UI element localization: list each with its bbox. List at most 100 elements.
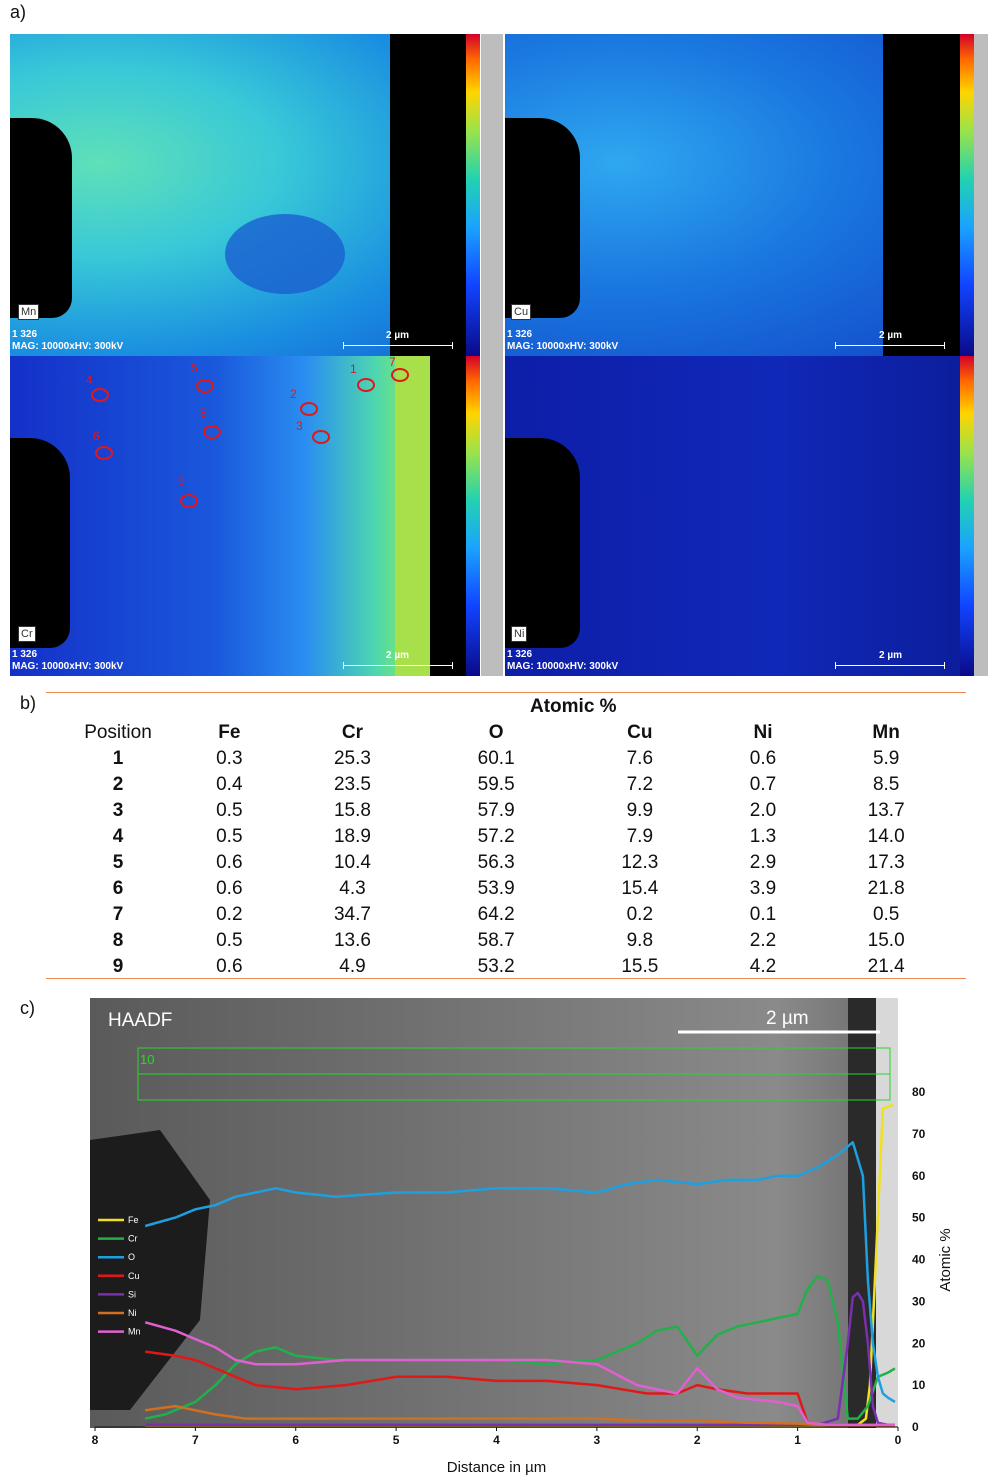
y-tick-label: 10 (912, 1378, 926, 1392)
color-scale-bar (466, 356, 480, 676)
x-axis-label: Distance in µm (447, 1459, 547, 1475)
x-tick-label: 6 (292, 1433, 299, 1447)
x-tick-label: 8 (92, 1433, 99, 1447)
value-cell: 0.5 (216, 800, 243, 821)
value-cell: 0.6 (216, 852, 243, 873)
series-line-cr (144, 1275, 896, 1420)
position-label: 1 (350, 362, 357, 376)
value-cell: 7.6 (626, 748, 654, 769)
y-tick-label: 60 (912, 1169, 926, 1183)
haadf-scale-label: 2 µm (766, 1008, 809, 1029)
value-cell: 2.2 (749, 930, 777, 951)
map-info: 1 326 MAG: 10000xHV: 300kV (507, 649, 619, 672)
value-cell: 0.5 (216, 826, 243, 847)
map-element-tag: Cr (18, 626, 36, 642)
position-marker (91, 388, 109, 402)
table-bottom-rule (46, 978, 966, 979)
table-row: 6 0.6 4.3 53.9 15.4 3.9 21.8 (58, 876, 958, 902)
legend-label: Fe (128, 1215, 139, 1225)
x-tick-label: 1 (794, 1433, 801, 1447)
value-cell: 2.9 (749, 852, 777, 873)
color-scale-labels (974, 356, 988, 676)
value-cell: 13.7 (867, 800, 905, 821)
value-cell: 25.3 (333, 748, 371, 769)
value-cell: 7.9 (626, 826, 654, 847)
y-tick-label: 80 (912, 1085, 926, 1099)
eds-map-cr: Cr 1 326 MAG: 10000xHV: 300kV 2 µm 1 2 3 … (10, 356, 466, 676)
position-cell: 5 (112, 852, 124, 873)
value-cell: 4.2 (749, 956, 777, 977)
value-cell: 0.6 (216, 878, 243, 899)
value-cell: 0.7 (749, 774, 777, 795)
value-cell: 2.0 (749, 800, 777, 821)
y-tick-label: 70 (912, 1127, 926, 1141)
surface-layer (848, 998, 878, 1428)
table-row: 4 0.5 18.9 57.2 7.9 1.3 14.0 (58, 824, 958, 850)
color-scale-labels (481, 34, 503, 356)
map-element-tag: Cu (511, 304, 532, 320)
position-cell: 1 (112, 748, 124, 769)
value-cell: 34.7 (333, 904, 371, 925)
value-cell: 0.6 (216, 956, 243, 977)
value-cell: 60.1 (477, 748, 515, 769)
legend-label: Ni (128, 1308, 137, 1318)
x-tick-label: 2 (694, 1433, 701, 1447)
map-element-tag: Ni (511, 626, 528, 642)
scale-bar-label: 2 µm (879, 650, 902, 661)
value-cell: 56.3 (477, 852, 515, 873)
position-marker (95, 446, 113, 460)
value-cell: 64.2 (477, 904, 515, 925)
legend-label: O (128, 1252, 135, 1262)
value-cell: 0.2 (216, 904, 243, 925)
x-tick-label: 4 (493, 1433, 500, 1447)
value-cell: 0.2 (626, 904, 654, 925)
value-cell: 1.3 (749, 826, 777, 847)
position-label: 5 (191, 361, 198, 375)
value-cell: 4.9 (339, 956, 366, 977)
color-scale-labels (481, 356, 503, 676)
value-cell: 58.7 (477, 930, 515, 951)
position-label: 8 (200, 406, 207, 420)
column-header: Fe (218, 722, 241, 743)
y-axis-label: Atomic % (937, 1228, 954, 1291)
haadf-label: HAADF (108, 1010, 172, 1031)
x-tick-label: 3 (594, 1433, 601, 1447)
value-cell: 15.5 (621, 956, 659, 977)
position-cell: 6 (112, 878, 124, 899)
value-cell: 3.9 (749, 878, 777, 899)
eds-map-mn: Mn 1 326 MAG: 10000xHV: 300kV 2 µm (10, 34, 466, 356)
table-header-row: Position Fe Cr O Cu Ni Mn (58, 720, 958, 746)
value-cell: 15.8 (333, 800, 371, 821)
position-marker (196, 379, 214, 393)
haadf-image (90, 998, 898, 1428)
value-cell: 0.5 (872, 904, 900, 925)
position-label: 3 (296, 419, 303, 433)
table-row: 2 0.4 23.5 59.5 7.2 0.7 8.5 (58, 772, 958, 798)
eds-map-cu: Cu 1 326 MAG: 10000xHV: 300kV 2 µm (505, 34, 960, 356)
column-header: O (488, 722, 504, 743)
table-row: 3 0.5 15.8 57.9 9.9 2.0 13.7 (58, 798, 958, 824)
map-element-tag: Mn (18, 304, 40, 320)
value-cell: 7.2 (626, 774, 654, 795)
scale-bar (343, 342, 453, 349)
panel-b-label: b) (20, 693, 37, 713)
map-info: 1 326 MAG: 10000xHV: 300kV (12, 329, 124, 352)
table-row: 7 0.2 34.7 64.2 0.2 0.1 0.5 (58, 902, 958, 928)
color-scale-bar (466, 34, 480, 356)
value-cell: 9.8 (626, 930, 654, 951)
column-header: Cr (341, 722, 364, 743)
value-cell: 14.0 (867, 826, 905, 847)
value-cell: 57.2 (477, 826, 515, 847)
value-cell: 18.9 (333, 826, 371, 847)
legend-label: Si (128, 1289, 136, 1299)
y-tick-label: 40 (912, 1253, 926, 1267)
position-label: 9 (178, 474, 185, 488)
position-cell: 4 (112, 826, 124, 847)
legend-label: Cu (128, 1271, 140, 1281)
value-cell: 5.9 (872, 748, 900, 769)
table-row: 5 0.6 10.4 56.3 12.3 2.9 17.3 (58, 850, 958, 876)
position-marker (391, 368, 409, 382)
value-cell: 10.4 (333, 852, 371, 873)
y-tick-label: 50 (912, 1211, 926, 1225)
value-cell: 8.5 (872, 774, 900, 795)
